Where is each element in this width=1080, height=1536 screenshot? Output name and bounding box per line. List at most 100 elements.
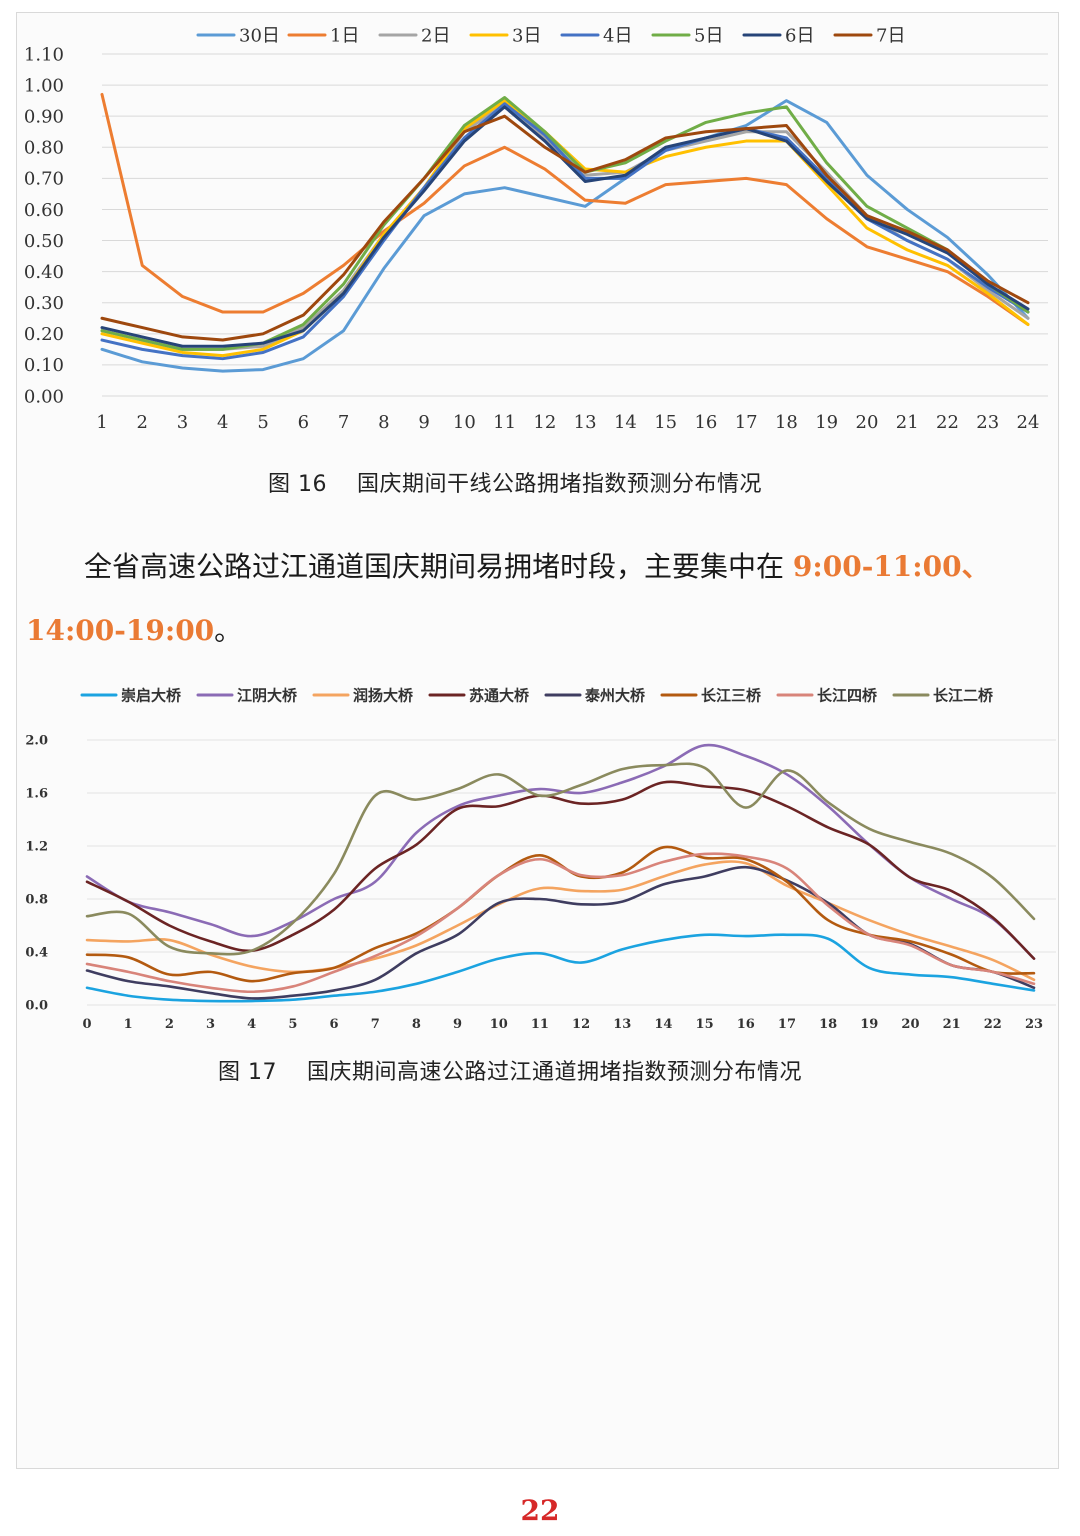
- x-tick-label: 21: [943, 1017, 961, 1032]
- x-tick-label: 14: [654, 1017, 672, 1032]
- x-tick-label: 8: [378, 412, 389, 433]
- legend-label: 4日: [603, 25, 632, 46]
- x-tick-label: 11: [493, 412, 516, 433]
- legend-label: 苏通大桥: [469, 686, 530, 704]
- series-line-长江四桥: [85, 852, 1036, 994]
- y-tick-label: 0.60: [24, 200, 64, 221]
- x-tick-label: 20: [901, 1017, 919, 1032]
- x-tick-label: 6: [330, 1017, 339, 1032]
- y-tick-label: 0.20: [24, 324, 64, 345]
- legend-label: 江阴大桥: [237, 686, 298, 704]
- chart-figure-16: 0.00 0.10 0.20 0.30 0.40 0.50 0.60 0.70 0.80 0.90…: [24, 25, 1048, 433]
- highlight-time-1: 9:00-11:00、: [792, 550, 990, 583]
- y-tick-label: 1.00: [24, 75, 64, 96]
- x-tick-label: 17: [735, 412, 758, 433]
- legend-label: 7日: [876, 25, 905, 46]
- series-line-6日: [100, 105, 1030, 348]
- x-tick-label: 17: [778, 1017, 796, 1032]
- x-tick-label: 12: [533, 412, 556, 433]
- y-tick-label: 0.80: [24, 138, 64, 159]
- y-tick-label: 0.00: [24, 386, 64, 407]
- x-tick-label: 18: [819, 1017, 837, 1032]
- x-tick-label: 5: [257, 412, 268, 433]
- x-tick-label: 4: [217, 412, 228, 433]
- legend-label: 长江四桥: [817, 686, 878, 704]
- paragraph-line-2: 14:00-19:00。: [26, 609, 242, 649]
- x-tick-label: 1: [124, 1017, 133, 1032]
- x-tick-label: 1: [96, 412, 107, 433]
- x-tick-label: 13: [574, 412, 597, 433]
- figure-16-caption: 图 16 国庆期间干线公路拥堵指数预测分布情况: [268, 472, 762, 497]
- x-tick-label: 16: [737, 1017, 755, 1032]
- x-tick-label: 2: [137, 412, 148, 433]
- legend-label: 1日: [330, 25, 359, 46]
- legend-label: 润扬大桥: [353, 686, 414, 704]
- series-line-30日: [100, 99, 1030, 373]
- series-line-1日: [100, 92, 1030, 326]
- series-line-4日: [100, 102, 1030, 361]
- x-tick-label: 21: [896, 412, 919, 433]
- y-tick-label: 0.4: [25, 946, 48, 961]
- x-tick-label: 7: [371, 1017, 380, 1032]
- legend-label: 崇启大桥: [121, 686, 182, 704]
- y-tick-label: 0.0: [25, 999, 48, 1014]
- y-tick-label: 1.6: [25, 787, 48, 802]
- x-tick-label: 9: [453, 1017, 462, 1032]
- y-tick-label: 0.40: [24, 262, 64, 283]
- x-tick-label: 19: [860, 1017, 878, 1032]
- series-line-泰州大桥: [85, 865, 1036, 1000]
- x-tick-label: 23: [1025, 1017, 1043, 1032]
- x-tick-label: 11: [531, 1017, 549, 1032]
- x-tick-label: 10: [453, 412, 476, 433]
- figure-17-caption: 图 17 国庆期间高速公路过江通道拥堵指数预测分布情况: [218, 1060, 802, 1085]
- x-tick-label: 5: [288, 1017, 297, 1032]
- series-line-江阴大桥: [85, 743, 1036, 960]
- x-tick-label: 18: [775, 412, 798, 433]
- legend-label: 泰州大桥: [584, 686, 646, 704]
- x-tick-label: 7: [338, 412, 349, 433]
- series-line-崇启大桥: [85, 933, 1036, 1003]
- highlight-time-2: 14:00-19:00: [26, 614, 215, 647]
- y-tick-label: 1.2: [25, 840, 48, 855]
- legend-label: 长江二桥: [933, 686, 994, 704]
- x-tick-label: 22: [984, 1017, 1002, 1032]
- x-tick-label: 3: [177, 412, 188, 433]
- legend-label: 6日: [785, 25, 814, 46]
- x-tick-label: 2: [165, 1017, 174, 1032]
- x-tick-label: 23: [976, 412, 999, 433]
- y-tick-label: 0.10: [24, 355, 64, 376]
- series-line-7日: [100, 114, 1030, 342]
- legend-label: 2日: [421, 25, 450, 46]
- x-tick-label: 24: [1017, 412, 1040, 433]
- x-tick-label: 0: [82, 1017, 91, 1032]
- legend-label: 30日: [239, 25, 280, 46]
- paragraph-end: 。: [214, 614, 243, 647]
- x-tick-label: 12: [572, 1017, 590, 1032]
- x-tick-label: 8: [412, 1017, 421, 1032]
- x-tick-label: 9: [418, 412, 429, 433]
- x-tick-label: 3: [206, 1017, 215, 1032]
- x-tick-label: 4: [247, 1017, 256, 1032]
- legend-label: 长江三桥: [701, 686, 762, 704]
- series-line-长江二桥: [85, 762, 1036, 956]
- y-tick-label: 1.10: [24, 44, 64, 65]
- x-tick-label: 15: [696, 1017, 714, 1032]
- y-tick-label: 0.8: [25, 893, 48, 908]
- paragraph-line-1: 全省高速公路过江通道国庆期间易拥堵时段，主要集中在 9:00-11:00、: [84, 545, 990, 585]
- x-tick-label: 6: [298, 412, 309, 433]
- x-tick-label: 13: [613, 1017, 631, 1032]
- legend-label: 5日: [694, 25, 723, 46]
- y-tick-label: 0.90: [24, 106, 64, 127]
- x-tick-label: 10: [490, 1017, 508, 1032]
- y-tick-label: 0.70: [24, 169, 64, 190]
- x-tick-label: 15: [654, 412, 677, 433]
- chart-figure-17: 0.00.40.81.21.62.00 1 2 3 4 5 6 7 8 9 10 11 12 13 14 15…: [25, 686, 1056, 1032]
- y-tick-label: 0.50: [24, 231, 64, 252]
- legend-label: 3日: [512, 25, 541, 46]
- y-tick-label: 2.0: [25, 734, 48, 749]
- page-number: 22: [520, 1494, 560, 1527]
- x-tick-label: 16: [694, 412, 717, 433]
- x-tick-label: 19: [815, 412, 838, 433]
- x-tick-label: 20: [856, 412, 879, 433]
- x-tick-label: 14: [614, 412, 637, 433]
